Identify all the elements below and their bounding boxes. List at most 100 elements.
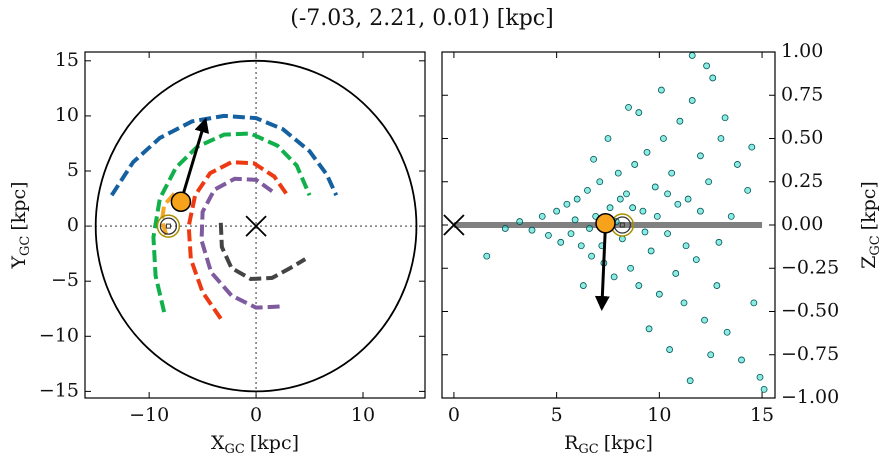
star-point <box>553 207 561 215</box>
star-point <box>579 282 587 289</box>
velocity-arrow <box>594 223 610 312</box>
x-tick-label: 15 <box>750 404 774 426</box>
star-point <box>723 328 731 336</box>
star-point <box>715 238 723 246</box>
star-point <box>651 183 659 191</box>
target-point <box>595 213 616 234</box>
x-tick-label: 5 <box>551 404 563 426</box>
star-point <box>666 346 674 353</box>
star-point <box>760 385 768 393</box>
axis-label-main: Z <box>858 256 880 269</box>
axis-label-sub: GC <box>868 235 883 255</box>
star-point <box>516 218 524 225</box>
y-tick-label: −15 <box>39 379 79 401</box>
star-point <box>692 256 700 264</box>
axis-label-sub: GC <box>225 442 245 457</box>
star-point <box>664 190 671 198</box>
star-point <box>641 228 649 236</box>
star-point <box>647 247 655 255</box>
star-point <box>627 264 634 272</box>
axis-label-unit: [kpc] <box>858 181 880 230</box>
star-point <box>738 356 745 364</box>
star-point <box>674 200 682 208</box>
star-point <box>538 212 546 220</box>
star-point <box>584 186 591 194</box>
y-tick-label: 0.50 <box>781 127 823 149</box>
star-point <box>606 204 614 212</box>
spiral-arm <box>159 191 177 236</box>
star-point <box>756 373 764 381</box>
y-tick-label: 0.25 <box>781 170 823 192</box>
y-tick-label: −10 <box>39 324 79 346</box>
star-point <box>604 135 612 142</box>
axis-label-sub: GC <box>18 236 33 256</box>
y-tick-label: 10 <box>55 104 79 126</box>
star-point <box>567 230 575 238</box>
y-tick-label: −5 <box>51 269 79 291</box>
star-point <box>680 299 688 307</box>
axis-label: ZGC [kpc] <box>858 181 883 269</box>
y-tick-label: −0.75 <box>781 343 839 365</box>
star-point <box>629 204 637 212</box>
sun-marker <box>159 217 178 235</box>
star-point <box>645 325 653 333</box>
y-tick-label: 0 <box>67 214 79 236</box>
spiral-arm <box>218 222 307 282</box>
y-tick-label: 5 <box>67 159 79 181</box>
star-point <box>588 252 595 260</box>
star-point <box>610 273 618 281</box>
axis-label: XGC [kpc] <box>211 432 299 457</box>
star-point <box>697 207 704 215</box>
star-point <box>635 109 643 116</box>
x-tick-label: 10 <box>647 404 671 426</box>
star-point <box>748 143 756 151</box>
star-point <box>625 103 632 111</box>
y-tick-label: 0.75 <box>781 83 823 105</box>
star-point <box>501 225 509 232</box>
star-point <box>643 148 651 156</box>
axis-label-sub: GC <box>578 442 598 457</box>
star-point <box>586 225 593 232</box>
star-point <box>721 114 729 122</box>
star-point <box>688 52 696 59</box>
star-point <box>655 290 663 298</box>
velocity-arrow <box>179 117 210 203</box>
star-point <box>717 135 725 142</box>
star-point <box>616 195 624 203</box>
star-point <box>631 161 639 168</box>
star-point <box>623 190 630 198</box>
y-tick-label: −1.00 <box>781 386 839 408</box>
star-point <box>653 212 661 220</box>
star-point <box>660 135 667 142</box>
star-point <box>483 252 491 260</box>
star-point <box>664 230 671 238</box>
axis-label-main: Y <box>8 256 30 270</box>
star-point <box>713 282 721 289</box>
star-point <box>557 238 565 246</box>
star-point <box>563 200 571 208</box>
star-point <box>734 161 741 168</box>
y-tick-label: 1.00 <box>781 40 823 62</box>
star-point <box>701 316 708 324</box>
star-point <box>744 186 752 194</box>
figure-title: (-7.03, 2.21, 0.01) [kpc] <box>290 6 553 31</box>
star-point <box>668 169 676 177</box>
y-tick-label: −0.25 <box>781 256 839 278</box>
star-point <box>573 195 581 203</box>
axis-label-main: X <box>211 432 225 454</box>
star-point <box>703 62 710 70</box>
star-point <box>577 242 585 250</box>
x-tick-label: 0 <box>250 404 262 426</box>
spiral-arm <box>186 160 290 320</box>
target-point <box>170 191 192 212</box>
axis-label-unit: [kpc] <box>250 432 299 454</box>
star-point <box>672 270 680 277</box>
star-point <box>596 178 604 186</box>
star-point <box>697 152 704 160</box>
galaxy-boundary <box>94 59 418 393</box>
y-tick-label: 15 <box>55 49 79 71</box>
x-tick-label: −10 <box>129 404 169 426</box>
sun-marker <box>165 223 171 229</box>
spiral-arm <box>110 113 339 197</box>
